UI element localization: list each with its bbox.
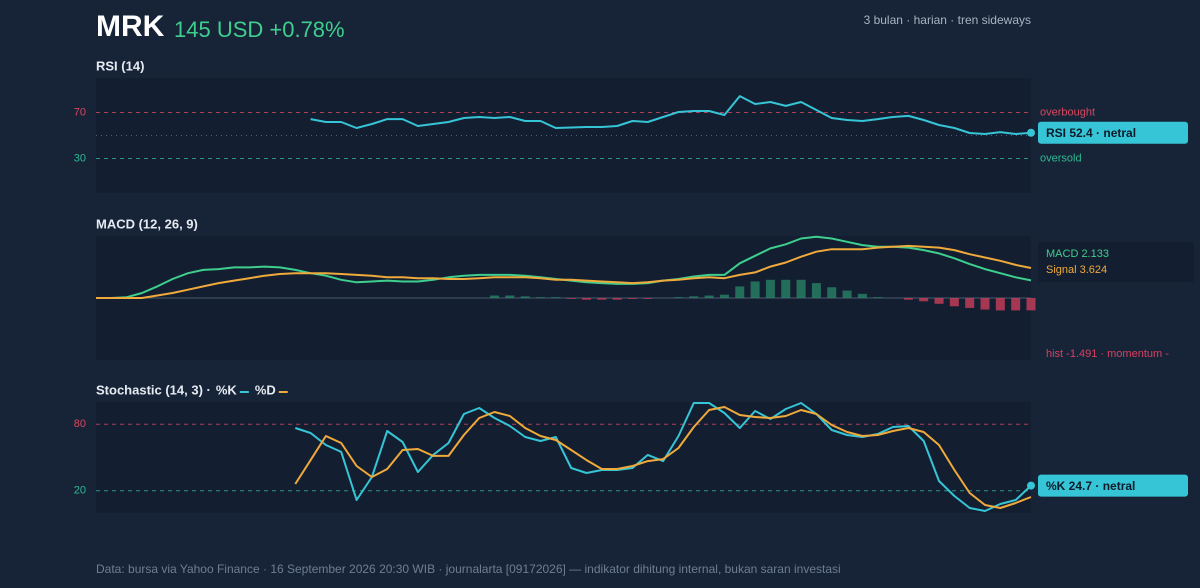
footer: Data: bursa via Yahoo Finance · 16 Septe… [96,562,841,576]
histogram-bar [719,294,729,298]
panel-title: RSI (14) [96,58,144,73]
histogram-bar [796,279,806,298]
badge-label: %K 24.7 · netral [1046,479,1135,493]
histogram-bar [689,296,699,298]
histogram-bar [551,297,561,298]
histogram-bar [1026,298,1036,311]
histogram-bar [750,281,760,298]
series-line [310,95,1032,135]
histogram-bar [842,290,852,298]
legend-label: %D [255,382,276,397]
panel [96,402,1031,513]
quote: 145 USD +0.78% [174,17,345,42]
histogram-bar [965,298,975,308]
annotation: hist -1.491 · momentum - [1046,348,1169,360]
histogram-bar [581,298,591,300]
histogram-bar [735,286,745,298]
histogram-bar [919,298,929,302]
histogram-bar [643,298,653,299]
last-point [1027,481,1035,490]
histogram-bar [490,295,500,298]
series-line [294,406,1032,509]
badge-box [1038,474,1188,497]
last-point [1027,128,1035,137]
histogram-bar [612,298,622,300]
histogram-bar [536,297,546,298]
histogram-bar [995,298,1005,311]
y-tick-label: 70 [74,106,86,118]
histogram-bar [566,298,576,299]
histogram-bar [704,295,714,298]
badge-label: RSI 52.4 · netral [1046,126,1136,140]
histogram-bar [673,297,683,298]
reference-label: oversold [1040,152,1082,164]
y-tick-label: 80 [74,418,86,430]
legend-label: %K [216,382,238,397]
histogram-bar [934,298,944,304]
histogram-bar [505,295,515,298]
histogram-bar [627,298,637,299]
histogram-bar [949,298,959,307]
badge-box [1038,121,1188,144]
histogram-bar [765,279,775,298]
panel-title: Stochastic (14, 3) · [96,382,211,397]
annotation: MACD 2.133 [1046,248,1109,260]
annotation-box [1038,242,1194,282]
histogram-bar [903,298,913,300]
panel-title: MACD (12, 26, 9) [96,216,198,231]
histogram-bar [520,296,530,298]
histogram-bar [1011,298,1021,311]
y-tick-label: 20 [74,485,86,497]
histogram-bar [781,279,791,298]
histogram-bar [980,298,990,310]
histogram-bar [811,283,821,298]
y-tick-label: 30 [74,152,86,164]
series-line [96,244,1032,299]
histogram-bar [597,298,607,300]
histogram-bar [857,293,867,298]
histogram-bar [827,287,837,298]
series-line [294,402,1032,512]
histogram-bar [873,297,883,298]
reference-label: overbought [1040,106,1095,118]
symbol: MRK [96,10,165,43]
meta: 3 bulan · harian · tren sideways [864,13,1031,27]
annotation: Signal 3.624 [1046,264,1107,276]
